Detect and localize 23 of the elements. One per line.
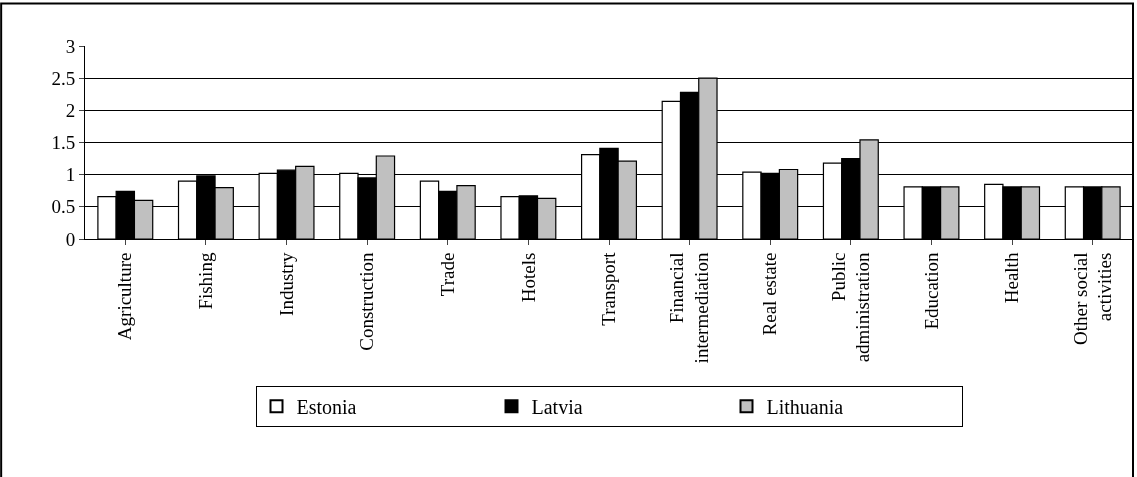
x-tick-label: Trade (436, 252, 458, 297)
legend-label: Latvia (531, 395, 583, 418)
x-tick-label: Education (920, 252, 942, 330)
y-tick-label: 3 (65, 35, 76, 57)
x-tick-label: Industry (275, 252, 297, 316)
x-tick-label: Fishing (195, 252, 217, 310)
y-tick-label: 0 (65, 228, 76, 250)
legend-label: Estonia (296, 395, 357, 418)
x-tick-label: Financial intermediation (666, 252, 713, 364)
y-tick-label: 1.5 (51, 132, 76, 154)
y-tick-label: 2.5 (51, 67, 76, 89)
x-tick-label: Health (1001, 252, 1023, 304)
y-tick-label: 2 (65, 99, 76, 121)
x-tick-label: Public administration (827, 252, 874, 363)
x-tick-label: Agriculture (114, 252, 136, 341)
x-tick-label: Transport (598, 251, 620, 326)
x-tick-label: Construction (356, 252, 378, 351)
x-tick-label: Real estate (759, 252, 781, 336)
y-tick-label: 0.5 (51, 196, 76, 218)
y-tick-label: 1 (65, 164, 76, 186)
x-tick-label: Hotels (517, 252, 539, 303)
x-tick-label: Other social activities (1069, 252, 1116, 345)
legend-label: Lithuania (766, 395, 844, 418)
